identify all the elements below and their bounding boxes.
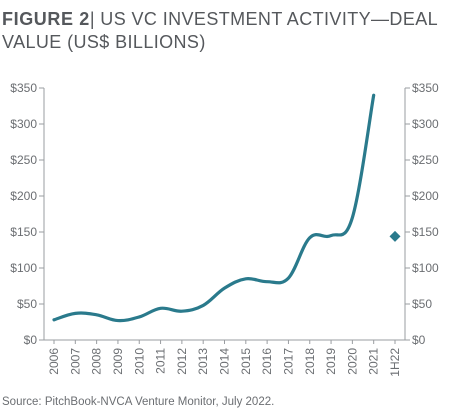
y-tick-label-right: $150 bbox=[412, 225, 439, 239]
y-axis-right-ticks: $0 $50 $100 $150 $200 $250 $300 $350 bbox=[405, 81, 439, 347]
y-tick-label-right: $50 bbox=[412, 297, 432, 311]
source-note: Source: PitchBook-NVCA Venture Monitor, … bbox=[2, 396, 275, 408]
x-tick-label: 2007 bbox=[68, 348, 82, 375]
x-tick-label: 2021 bbox=[367, 348, 381, 375]
y-tick-label-left: $150 bbox=[10, 225, 37, 239]
y-tick-label-left: $100 bbox=[10, 261, 37, 275]
series-group bbox=[52, 93, 401, 323]
x-tick-label: 2008 bbox=[90, 348, 104, 375]
x-tick-label: 2010 bbox=[132, 348, 146, 375]
x-tick-label: 2016 bbox=[260, 348, 274, 375]
chart-title: FIGURE 2| US VC INVESTMENT ACTIVITY—DEAL… bbox=[2, 8, 442, 54]
x-tick-label: 2012 bbox=[175, 348, 189, 375]
y-tick-label-left: $250 bbox=[10, 153, 37, 167]
x-tick-label: 2018 bbox=[303, 348, 317, 375]
figure-label: FIGURE 2 bbox=[2, 9, 90, 29]
y-tick-label-right: $250 bbox=[412, 153, 439, 167]
y-tick-label-right: $200 bbox=[412, 189, 439, 203]
y-axis-left-ticks: $0 $50 $100 $150 $200 $250 $300 $350 bbox=[10, 81, 44, 347]
y-tick-label-left: $300 bbox=[10, 117, 37, 131]
deal-value-line bbox=[52, 93, 376, 323]
x-tick-label: 2006 bbox=[47, 348, 61, 375]
y-tick-label-right: $350 bbox=[412, 81, 439, 95]
x-tick-label: 2013 bbox=[196, 348, 210, 375]
y-tick-label-right: $100 bbox=[412, 261, 439, 275]
y-tick-label-left: $350 bbox=[10, 81, 37, 95]
y-tick-label-right: $0 bbox=[412, 333, 426, 347]
deal-value-1h22-marker bbox=[389, 230, 401, 242]
x-tick-label: 2009 bbox=[111, 348, 125, 375]
x-tick-label: 1H22 bbox=[388, 348, 402, 377]
y-tick-label-left: $0 bbox=[24, 333, 38, 347]
axes-group bbox=[43, 88, 406, 341]
x-tick-label: 2011 bbox=[154, 348, 168, 374]
x-tick-label: 2014 bbox=[218, 348, 232, 375]
x-axis-ticks: 2006 2007 2008 2009 2010 2011 2012 2013 2014 2015… bbox=[47, 340, 402, 377]
line-chart: $0$50$100$150$200$250$300$350 $0$50$100$… bbox=[10, 81, 439, 377]
figure-title-text: | US VC INVESTMENT ACTIVITY—DEAL VALUE (… bbox=[2, 9, 438, 52]
x-tick-label: 2020 bbox=[345, 348, 359, 375]
x-tick-label: 2015 bbox=[239, 348, 253, 375]
y-tick-label-left: $50 bbox=[17, 297, 37, 311]
y-tick-label-left: $200 bbox=[10, 189, 37, 203]
x-tick-label: 2017 bbox=[281, 348, 295, 375]
x-tick-label: 2019 bbox=[324, 348, 338, 375]
y-tick-label-right: $300 bbox=[412, 117, 439, 131]
